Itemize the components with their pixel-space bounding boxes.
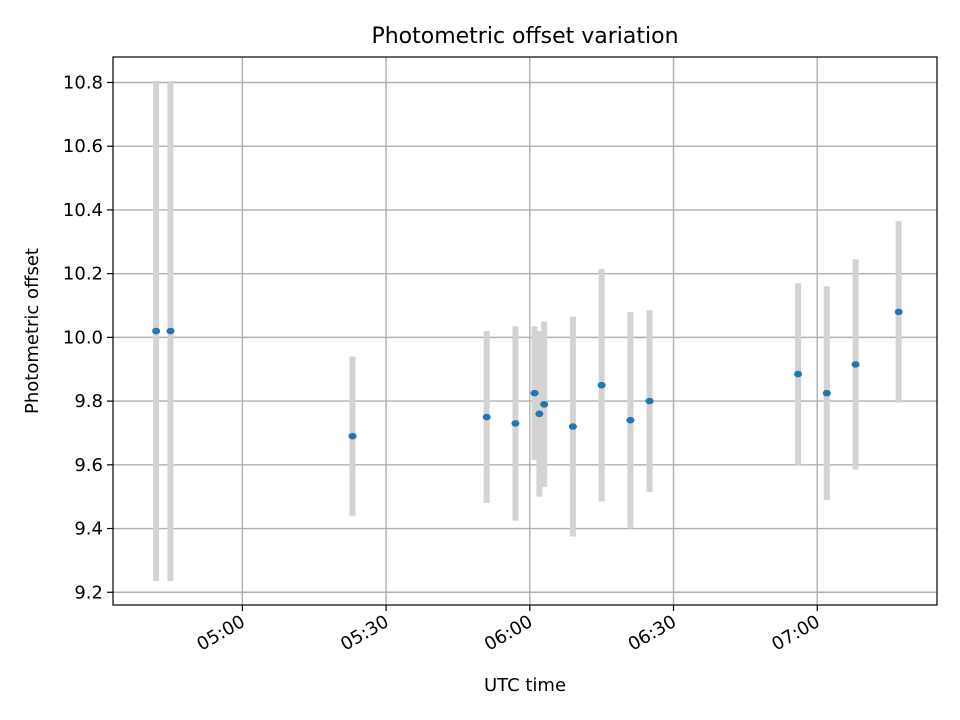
data-point (348, 432, 357, 440)
data-point (822, 389, 831, 397)
data-point (540, 400, 549, 408)
y-axis-label: Photometric offset (22, 248, 43, 414)
grid (113, 57, 937, 605)
data-point (152, 327, 161, 335)
y-tick-label: 9.4 (74, 519, 103, 540)
data-point (535, 410, 544, 418)
plot-frame (112, 56, 938, 606)
x-tick-label: 06:00 (481, 611, 536, 655)
y-tick-label: 10.2 (63, 264, 103, 285)
chart-title: Photometric offset variation (371, 24, 678, 49)
y-tick-label: 9.2 (74, 582, 103, 603)
x-tick-label: 07:00 (768, 611, 823, 655)
x-tick-label: 05:30 (337, 611, 392, 655)
y-tick-label: 9.8 (74, 391, 103, 412)
y-tick-label: 10.6 (63, 136, 103, 157)
data-point (851, 361, 860, 368)
data-point (166, 327, 175, 335)
error-bars (153, 80, 902, 582)
y-tick-label: 10.0 (63, 327, 103, 348)
data-point (794, 370, 803, 378)
data-point (626, 416, 635, 424)
y-tick-label: 9.6 (74, 455, 103, 476)
x-tick-label: 05:00 (193, 611, 248, 655)
x-axis-ticks: 05:00 05:30 06:00 06:30 07:00 (193, 605, 824, 655)
x-axis-label: UTC time (484, 675, 566, 696)
y-tick-label: 10.8 (63, 72, 103, 93)
x-tick-label: 06:30 (625, 611, 680, 655)
data-point (645, 397, 654, 405)
data-point (894, 308, 903, 316)
y-axis-ticks: 9.2 9.4 9.6 9.8 10.0 10.2 10.4 10.6 10.8 (63, 72, 113, 603)
data-point (511, 420, 520, 427)
data-point (597, 381, 606, 389)
y-tick-label: 10.4 (63, 200, 103, 221)
data-point (568, 423, 577, 430)
data-point (530, 389, 539, 397)
data-point (482, 413, 491, 421)
data-points (152, 308, 903, 440)
